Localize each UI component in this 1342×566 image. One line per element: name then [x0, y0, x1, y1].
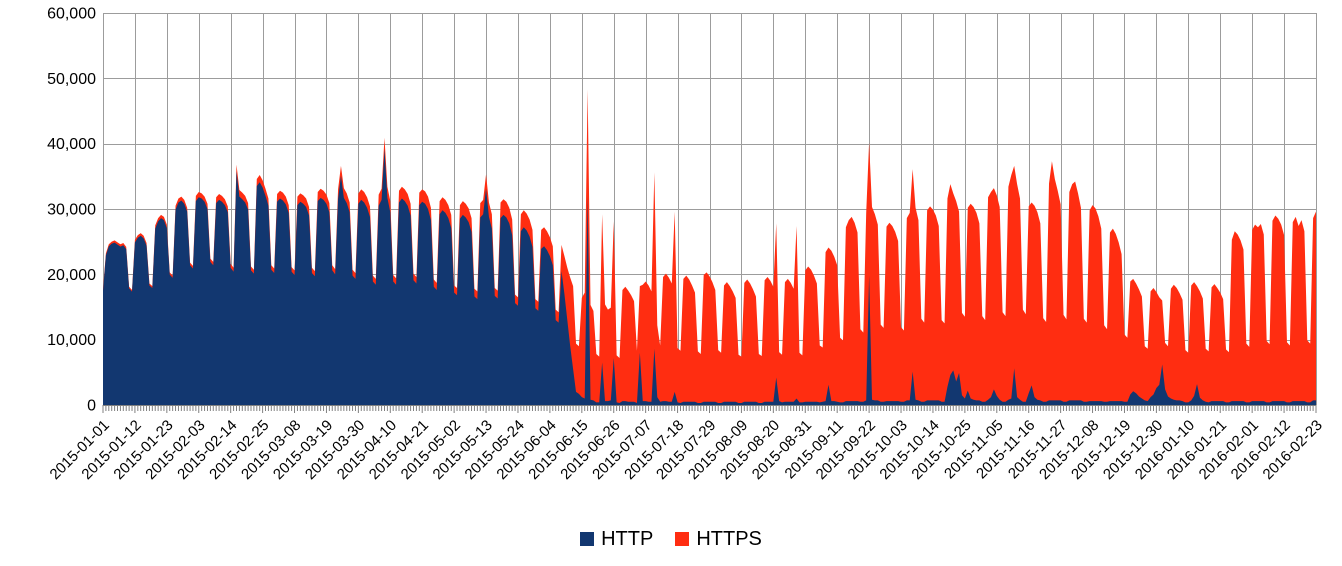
- traffic-area-chart: 0 10,000 20,000 30,000 40,000 50,000 60,000 201…: [47, 6, 1326, 484]
- y-axis-labels: 0 10,000 20,000 30,000 40,000 50,000 60,000: [47, 6, 96, 415]
- legend-label-http: HTTP: [601, 527, 654, 550]
- chart-legend: HTTP HTTPS: [0, 517, 1342, 561]
- y-axis-label: 50,000: [47, 71, 96, 88]
- x-axis-labels: 2015-01-012015-01-122015-01-232015-02-03…: [47, 417, 1326, 483]
- chart-canvas: 0 10,000 20,000 30,000 40,000 50,000 60,000 201…: [47, 6, 1326, 484]
- http-area-series: [103, 148, 1316, 405]
- y-axis-label: 10,000: [47, 332, 96, 349]
- legend-item-https: HTTPS: [675, 528, 762, 551]
- legend-swatch-https-icon: [675, 532, 690, 546]
- legend-label-https: HTTPS: [696, 527, 762, 550]
- y-axis-label: 30,000: [47, 202, 96, 219]
- legend-item-http: HTTP: [580, 528, 653, 551]
- y-axis-label: 60,000: [47, 6, 96, 23]
- y-axis-label: 0: [87, 398, 96, 415]
- y-axis-label: 20,000: [47, 267, 96, 284]
- x-axis-ticks: [102, 405, 1317, 413]
- legend-swatch-http-icon: [580, 532, 595, 546]
- y-axis-label: 40,000: [47, 136, 96, 153]
